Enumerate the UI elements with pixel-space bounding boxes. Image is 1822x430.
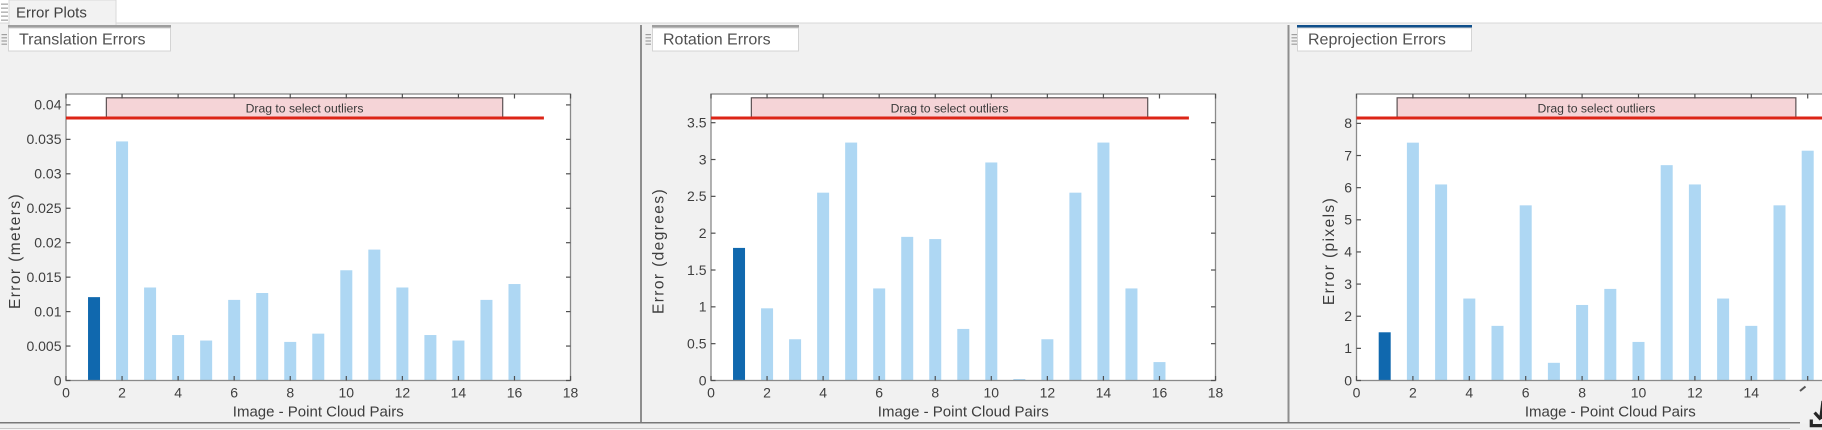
svg-text:4: 4 bbox=[819, 385, 827, 401]
svg-text:Error (degrees): Error (degrees) bbox=[651, 188, 668, 314]
svg-text:Image - Point Cloud Pairs: Image - Point Cloud Pairs bbox=[1525, 404, 1696, 421]
svg-text:6: 6 bbox=[1344, 179, 1352, 195]
svg-text:0: 0 bbox=[62, 385, 70, 401]
svg-text:0.025: 0.025 bbox=[26, 200, 61, 216]
svg-text:14: 14 bbox=[1096, 385, 1112, 401]
svg-text:Rotation Errors: Rotation Errors bbox=[663, 32, 771, 49]
svg-text:4: 4 bbox=[1344, 244, 1352, 260]
svg-text:12: 12 bbox=[395, 385, 411, 401]
svg-text:Reprojection Errors: Reprojection Errors bbox=[1308, 32, 1446, 49]
svg-text:0: 0 bbox=[699, 372, 707, 388]
svg-text:1: 1 bbox=[699, 299, 707, 315]
svg-text:Error (pixels): Error (pixels) bbox=[1321, 197, 1338, 305]
svg-text:Translation Errors: Translation Errors bbox=[19, 32, 146, 49]
svg-text:2: 2 bbox=[118, 385, 126, 401]
svg-text:10: 10 bbox=[1631, 385, 1647, 401]
svg-text:2: 2 bbox=[763, 385, 771, 401]
svg-text:18: 18 bbox=[1208, 385, 1224, 401]
svg-text:7: 7 bbox=[1344, 147, 1352, 163]
svg-text:0.01: 0.01 bbox=[34, 303, 61, 319]
svg-text:0: 0 bbox=[54, 372, 62, 388]
svg-text:0.005: 0.005 bbox=[26, 338, 61, 354]
svg-text:8: 8 bbox=[1344, 115, 1352, 131]
svg-text:0.02: 0.02 bbox=[34, 235, 61, 251]
svg-text:14: 14 bbox=[1744, 385, 1760, 401]
svg-text:Drag to select outliers: Drag to select outliers bbox=[891, 101, 1009, 115]
svg-text:2: 2 bbox=[1409, 385, 1417, 401]
svg-text:4: 4 bbox=[1465, 385, 1473, 401]
svg-text:0.035: 0.035 bbox=[26, 131, 61, 147]
svg-text:6: 6 bbox=[1522, 385, 1530, 401]
svg-text:1.5: 1.5 bbox=[687, 262, 707, 278]
svg-text:16: 16 bbox=[507, 385, 523, 401]
svg-text:4: 4 bbox=[174, 385, 182, 401]
svg-text:1: 1 bbox=[1344, 340, 1352, 356]
svg-text:2: 2 bbox=[1344, 308, 1352, 324]
svg-text:5: 5 bbox=[1344, 212, 1352, 228]
svg-text:8: 8 bbox=[1578, 385, 1586, 401]
svg-text:18: 18 bbox=[563, 385, 579, 401]
svg-text:3: 3 bbox=[699, 151, 707, 167]
svg-text:3: 3 bbox=[1344, 276, 1352, 292]
svg-text:0: 0 bbox=[1344, 372, 1352, 388]
svg-text:6: 6 bbox=[875, 385, 883, 401]
svg-text:0: 0 bbox=[1353, 385, 1361, 401]
svg-text:0.5: 0.5 bbox=[687, 335, 707, 351]
svg-text:0: 0 bbox=[707, 385, 715, 401]
svg-text:2.5: 2.5 bbox=[687, 188, 707, 204]
svg-text:Drag to select outliers: Drag to select outliers bbox=[1538, 101, 1656, 115]
svg-text:6: 6 bbox=[230, 385, 238, 401]
svg-text:10: 10 bbox=[339, 385, 355, 401]
svg-text:2: 2 bbox=[699, 225, 707, 241]
svg-text:Error Plots: Error Plots bbox=[16, 5, 87, 22]
svg-text:Drag to select outliers: Drag to select outliers bbox=[246, 101, 364, 115]
svg-text:0.03: 0.03 bbox=[34, 166, 61, 182]
svg-text:10: 10 bbox=[984, 385, 1000, 401]
svg-text:12: 12 bbox=[1687, 385, 1703, 401]
svg-text:3.5: 3.5 bbox=[687, 114, 707, 130]
svg-text:Image - Point Cloud Pairs: Image - Point Cloud Pairs bbox=[878, 404, 1049, 421]
svg-text:0.015: 0.015 bbox=[26, 269, 61, 285]
svg-text:12: 12 bbox=[1040, 385, 1056, 401]
svg-text:Error (meters): Error (meters) bbox=[7, 193, 24, 309]
svg-text:Image - Point Cloud Pairs: Image - Point Cloud Pairs bbox=[233, 404, 404, 421]
svg-text:0.04: 0.04 bbox=[34, 97, 61, 113]
svg-text:14: 14 bbox=[451, 385, 467, 401]
svg-text:16: 16 bbox=[1152, 385, 1168, 401]
svg-text:8: 8 bbox=[286, 385, 294, 401]
svg-text:8: 8 bbox=[931, 385, 939, 401]
